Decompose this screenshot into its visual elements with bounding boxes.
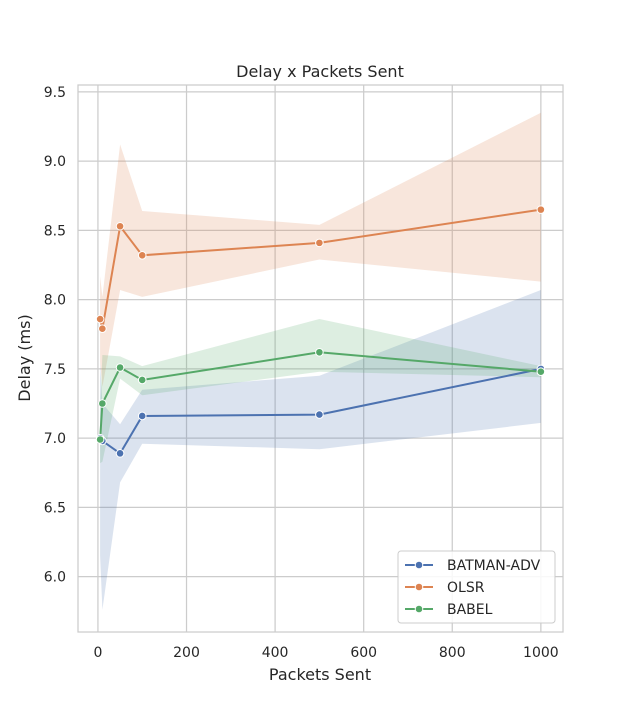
confidence-bands: [100, 112, 541, 610]
babel-point: [115, 363, 125, 372]
y-tick-label: 8.5: [44, 223, 66, 239]
legend-label-batman-adv: BATMAN-ADV: [447, 558, 541, 574]
batman-adv-point: [115, 449, 125, 458]
x-tick-label: 1000: [523, 645, 559, 661]
babel-confidence-band: [100, 319, 541, 464]
legend-box: [397, 550, 556, 624]
babel-point: [95, 435, 105, 444]
olsr-point: [137, 251, 147, 260]
olsr-point: [95, 314, 105, 324]
chart-title: Delay x Packets Sent: [236, 62, 404, 81]
babel-point: [536, 367, 546, 376]
y-tick-label: 6.0: [44, 570, 66, 586]
legend-marker-olsr: [414, 582, 424, 592]
legend-label-babel: BABEL: [447, 602, 493, 618]
olsr-point: [115, 221, 125, 231]
x-axis-label: Packets Sent: [269, 665, 371, 684]
y-axis-ticks: 6.0 6.5 7.0 7.5 8.0 8.5 9.0 9.5: [44, 85, 66, 586]
babel-line: [99, 351, 541, 440]
y-tick-label: 6.5: [44, 500, 66, 516]
x-tick-label: 0: [93, 645, 102, 661]
olsr-point: [98, 324, 107, 334]
legend-marker-babel: [414, 604, 424, 614]
y-axis-label: Delay (ms): [15, 314, 34, 401]
y-tick-label: 8.0: [44, 293, 66, 309]
y-tick-label: 7.0: [44, 431, 66, 447]
batman-adv-confidence-band: [100, 290, 541, 610]
plot-background: [78, 85, 563, 632]
babel-point: [315, 347, 324, 357]
y-tick-label: 9.0: [44, 154, 66, 170]
batman-adv-point: [137, 411, 147, 421]
legend-label-olsr: OLSR: [447, 580, 485, 596]
babel-point: [98, 399, 107, 408]
x-tick-label: 600: [350, 645, 377, 661]
olsr-point: [315, 238, 324, 248]
x-axis-ticks: 0 200 400 600 800 1000: [93, 645, 558, 661]
x-tick-label: 200: [173, 645, 200, 661]
batman-adv-point: [315, 410, 324, 419]
x-tick-label: 800: [439, 645, 466, 661]
olsr-point: [536, 205, 546, 214]
y-tick-label: 7.5: [44, 362, 66, 378]
legend: BATMAN-ADV OLSR BABEL: [397, 550, 556, 624]
olsr-confidence-band: [100, 112, 541, 387]
x-tick-label: 400: [262, 645, 289, 661]
y-tick-label: 9.5: [44, 85, 66, 101]
legend-marker-batman-adv: [414, 560, 424, 570]
plot-frame: [77, 84, 564, 633]
babel-point: [137, 375, 147, 385]
series-points: [95, 205, 546, 458]
